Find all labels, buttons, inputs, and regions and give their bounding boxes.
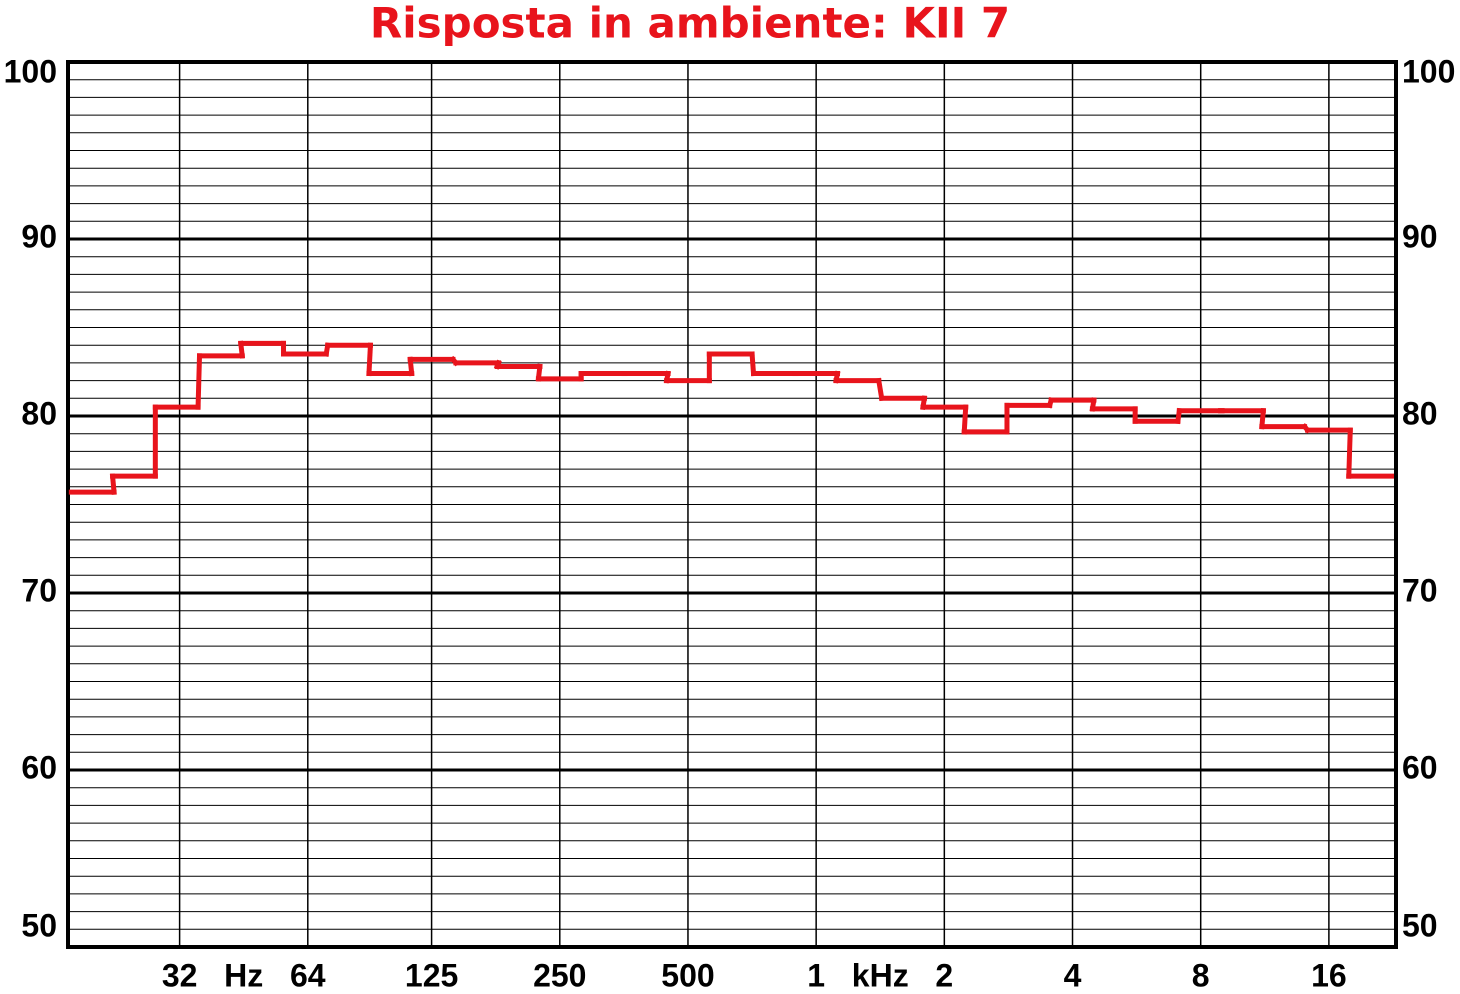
step-riser xyxy=(1346,427,1353,479)
y-tick-label-right: 60 xyxy=(1402,749,1438,785)
x-tick-label: 1 xyxy=(807,957,825,993)
x-tick-label: 32 xyxy=(162,957,198,993)
y-tick-label-right: 70 xyxy=(1402,572,1438,608)
step-riser xyxy=(366,342,374,377)
y-tick-label: 50 xyxy=(21,907,57,943)
y-tick-label-right: 80 xyxy=(1402,395,1438,431)
x-tick-label: 64 xyxy=(290,957,326,993)
x-unit-label: Hz xyxy=(224,957,263,993)
x-tick-label: 500 xyxy=(661,957,714,993)
chart-title: Risposta in ambiente: KII 7 xyxy=(370,0,1010,48)
step-riser xyxy=(875,377,885,402)
y-tick-label-right: 100 xyxy=(1402,53,1455,89)
y-tick-label: 60 xyxy=(21,749,57,785)
y-tick-label-right: 90 xyxy=(1402,218,1438,254)
x-tick-label: 125 xyxy=(405,957,458,993)
plot-frame xyxy=(66,60,1398,949)
y-tick-label-right: 50 xyxy=(1402,907,1438,943)
step-riser xyxy=(195,353,203,410)
step-riser xyxy=(109,473,117,495)
step-riser xyxy=(961,404,969,435)
x-tick-label: 4 xyxy=(1064,957,1082,993)
step-riser xyxy=(1259,407,1267,430)
y-tick-label: 100 xyxy=(4,53,57,89)
y-tick-label: 70 xyxy=(21,572,57,608)
x-tick-label: 8 xyxy=(1192,957,1210,993)
x-tick-label: 16 xyxy=(1311,957,1347,993)
step-riser xyxy=(749,351,757,377)
x-tick-label: 250 xyxy=(533,957,586,993)
y-tick-label: 90 xyxy=(21,218,57,254)
x-unit-label: kHz xyxy=(852,957,909,993)
x-tick-label: 2 xyxy=(935,957,953,993)
y-tick-label: 80 xyxy=(21,395,57,431)
